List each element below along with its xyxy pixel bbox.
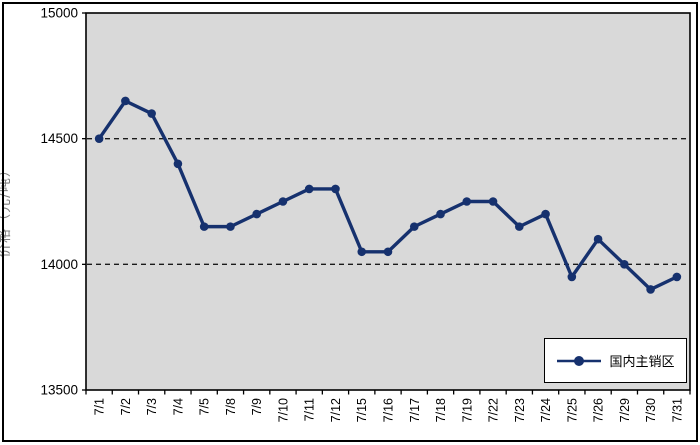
data-point bbox=[357, 247, 367, 257]
plot-area bbox=[85, 12, 691, 391]
data-point bbox=[147, 109, 156, 118]
data-point bbox=[278, 197, 288, 206]
x-tick-label: 7/9 bbox=[250, 398, 264, 415]
data-point bbox=[593, 234, 603, 244]
data-point bbox=[620, 260, 629, 269]
data-point bbox=[173, 159, 183, 169]
data-point bbox=[226, 222, 235, 231]
x-tick-label: 7/2 bbox=[119, 398, 133, 415]
x-tick-label: 7/12 bbox=[329, 398, 343, 422]
data-point bbox=[515, 222, 524, 231]
x-tick-label: 7/3 bbox=[145, 398, 159, 415]
data-point bbox=[646, 285, 655, 294]
x-tick-label: 7/11 bbox=[303, 398, 317, 421]
data-point bbox=[488, 197, 498, 206]
data-point bbox=[199, 222, 209, 231]
x-tick-label: 7/26 bbox=[592, 398, 606, 422]
x-tick-label: 7/10 bbox=[276, 398, 290, 422]
x-tick-label: 7/18 bbox=[434, 398, 448, 422]
y-tick-label: 14500 bbox=[40, 131, 78, 146]
x-tick-label: 7/4 bbox=[171, 398, 185, 415]
x-tick-label: 7/16 bbox=[382, 398, 396, 422]
x-tick-label: 7/5 bbox=[198, 398, 212, 415]
data-point bbox=[383, 247, 393, 257]
x-tick-label: 7/15 bbox=[355, 398, 369, 422]
data-point bbox=[672, 272, 682, 282]
data-point bbox=[567, 272, 577, 282]
x-tick-label: 7/22 bbox=[487, 398, 501, 422]
data-point bbox=[409, 222, 419, 231]
legend-marker-dot bbox=[574, 355, 585, 366]
x-tick-label: 7/17 bbox=[408, 398, 422, 422]
legend: 国内主销区 bbox=[544, 338, 687, 383]
data-point bbox=[304, 184, 314, 194]
data-point bbox=[436, 209, 445, 219]
legend-label: 国内主销区 bbox=[609, 355, 675, 370]
data-point bbox=[331, 184, 340, 194]
x-tick-label: 7/8 bbox=[224, 398, 238, 415]
legend-line-marker-icon bbox=[557, 355, 602, 366]
data-point bbox=[462, 197, 472, 206]
x-tick-label: 7/31 bbox=[670, 398, 684, 422]
y-tick-label: 14000 bbox=[40, 257, 78, 272]
data-point bbox=[121, 96, 130, 106]
x-tick-label: 7/30 bbox=[644, 398, 658, 422]
x-tick-label: 7/19 bbox=[460, 398, 474, 422]
y-tick-label: 15000 bbox=[40, 6, 78, 21]
y-tick-label: 13500 bbox=[40, 383, 78, 398]
x-tick-label: 7/1 bbox=[93, 398, 107, 415]
x-tick-label: 7/23 bbox=[513, 398, 527, 422]
x-tick-label: 7/29 bbox=[618, 398, 632, 422]
data-point bbox=[252, 209, 261, 219]
x-tick-label: 7/25 bbox=[565, 398, 579, 422]
data-point bbox=[541, 209, 550, 219]
x-tick-label: 7/24 bbox=[539, 398, 553, 422]
data-point bbox=[94, 134, 104, 143]
